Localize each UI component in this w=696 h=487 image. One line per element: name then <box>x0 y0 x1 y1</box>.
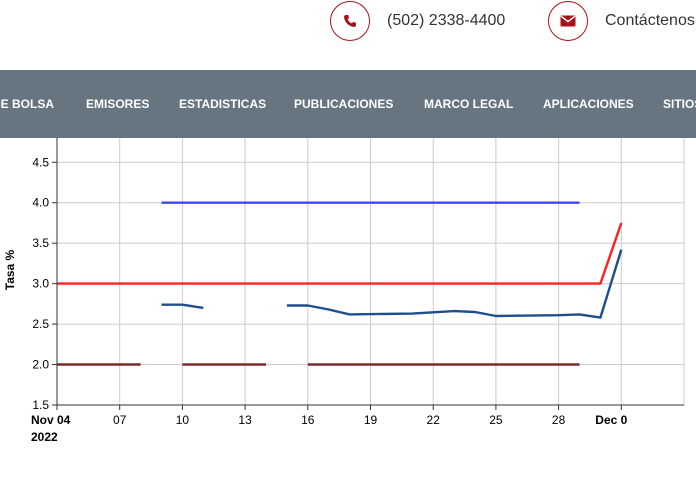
y-tick-label: 3.5 <box>32 236 49 250</box>
phone-contact[interactable]: (502) 2338-4400 <box>330 0 505 42</box>
nav-item-estadisticas[interactable]: ESTADISTICAS <box>179 97 267 111</box>
phone-icon[interactable] <box>330 1 370 41</box>
x-tick-sublabel: 2022 <box>31 430 58 444</box>
y-tick-label: 4.5 <box>32 155 49 169</box>
nav-item-sitios[interactable]: SITIOS <box>663 97 696 111</box>
nav-item-aplicaciones[interactable]: APLICACIONES <box>543 97 634 111</box>
y-tick-label: 2.0 <box>32 358 49 372</box>
phone-number[interactable]: (502) 2338-4400 <box>387 12 506 29</box>
main-nav: DE BOLSA EMISORES ESTADISTICAS PUBLICACI… <box>0 70 696 138</box>
x-tick-label: 16 <box>301 413 315 427</box>
nav-item-emisores[interactable]: EMISORES <box>86 97 150 111</box>
email-contact[interactable]: Contáctenos <box>548 0 695 42</box>
rate-chart: 1.5 2.0 2.5 3.0 3.5 4.0 4.5 Nov 04 2022 07 10 13 16 1… <box>3 138 685 444</box>
top-contact-bar: (502) 2338-4400 Contáctenos <box>0 0 696 70</box>
x-tick-label: 25 <box>489 413 503 427</box>
series-1-line <box>57 222 623 285</box>
chart-axes: 1.5 2.0 2.5 3.0 3.5 4.0 4.5 Nov 04 2022 07 10 13 16 1… <box>31 138 684 444</box>
x-tick-label: 22 <box>427 413 441 427</box>
y-axis-label: Tasa % <box>3 249 17 290</box>
y-tick-label: 2.5 <box>32 317 49 331</box>
y-tick-label: 4.0 <box>32 196 49 210</box>
x-tick-label: 13 <box>238 413 252 427</box>
x-tick-label: 19 <box>364 413 378 427</box>
y-tick-label: 3.0 <box>32 277 49 291</box>
series-2-line <box>286 249 623 319</box>
nav-item-bolsa[interactable]: DE BOLSA <box>0 97 55 111</box>
x-tick-label: Dec 0 <box>595 413 627 427</box>
y-tick-label: 1.5 <box>32 398 49 412</box>
x-tick-label: Nov 04 <box>31 413 71 427</box>
series-2-line <box>161 303 204 310</box>
envelope-icon[interactable] <box>548 1 588 41</box>
x-tick-label: 07 <box>113 413 127 427</box>
contact-link[interactable]: Contáctenos <box>605 12 695 29</box>
x-tick-label: 10 <box>176 413 190 427</box>
chart-series <box>57 201 623 366</box>
nav-item-marco-legal[interactable]: MARCO LEGAL <box>424 97 514 111</box>
nav-item-publicaciones[interactable]: PUBLICACIONES <box>294 97 394 111</box>
x-tick-label: 28 <box>552 413 566 427</box>
